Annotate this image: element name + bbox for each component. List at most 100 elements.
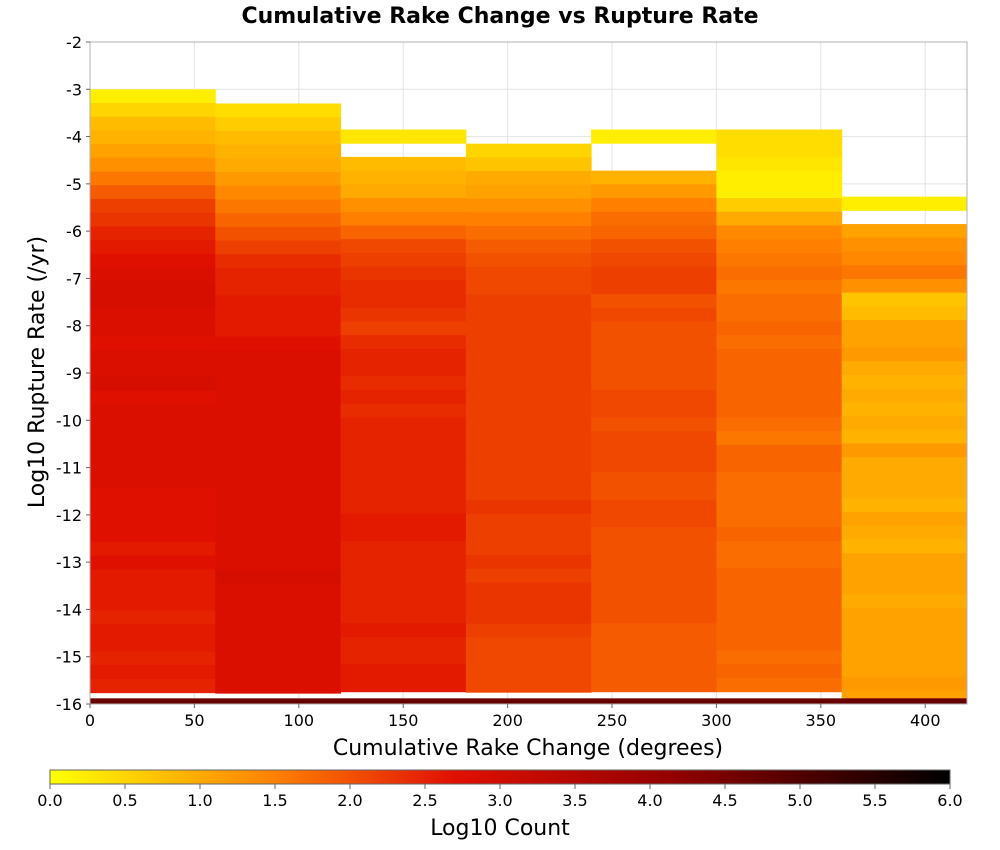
- heatmap-cell: [215, 117, 342, 132]
- heatmap-cell: [90, 582, 216, 598]
- heatmap-cell: [215, 665, 342, 680]
- colorbar-ticks: 0.0 0.5 1.0 1.5 2.0 2.5 3.0 3.5 4.0 4.5 5.0 5.5 6.0: [37, 784, 963, 810]
- heatmap-cell: [591, 211, 717, 226]
- y-tick-label: -16: [56, 695, 82, 714]
- heatmap-cell: [90, 144, 216, 159]
- heatmap-cell: [591, 335, 717, 350]
- heatmap-cell: [591, 239, 717, 254]
- heatmap-cell: [591, 307, 717, 322]
- heatmap-cell: [841, 320, 967, 335]
- heatmap-cell: [340, 582, 467, 597]
- heatmap-cell: [215, 405, 342, 420]
- heatmap-cell: [340, 266, 467, 281]
- heatmap-cell: [340, 335, 467, 350]
- heatmap-cell: [716, 582, 843, 597]
- colorbar-tick-label: 4.0: [637, 791, 662, 810]
- heatmap-cell: [465, 184, 592, 200]
- colorbar-tick-label: 5.5: [862, 791, 887, 810]
- colorbar: [49, 769, 951, 785]
- heatmap-cell: [841, 498, 967, 513]
- heatmap-cell: [465, 637, 592, 652]
- heatmap-cell: [215, 638, 342, 653]
- heatmap-cell: [465, 321, 592, 337]
- heatmap-cell: [340, 252, 467, 268]
- heatmap-cell: [716, 623, 843, 638]
- heatmap-cell: [90, 336, 216, 351]
- heatmap-cell: [340, 376, 467, 391]
- heatmap-cell: [215, 172, 342, 187]
- heatmap-cell: [340, 677, 467, 693]
- x-axis-ticks: 0 50 100 150 200 250 300 350 400: [85, 704, 941, 730]
- heatmap-cell: [591, 266, 717, 281]
- heatmap-cell: [90, 171, 216, 186]
- y-tick-label: -2: [66, 33, 82, 52]
- heatmap-cell: [841, 649, 967, 664]
- heatmap-cell: [716, 650, 843, 665]
- heatmap-cell: [465, 239, 592, 254]
- heatmap-cell: [716, 554, 843, 569]
- heatmap-cell: [465, 596, 592, 611]
- heatmap-cell: [340, 595, 467, 610]
- heatmap-cell: [591, 321, 717, 336]
- heatmap-cell: [465, 568, 592, 583]
- heatmap-cell: [465, 486, 592, 501]
- heatmap-cell: [215, 610, 342, 626]
- heatmap-cell: [90, 89, 216, 104]
- heatmap-cell: [465, 555, 592, 570]
- heatmap-cell: [591, 664, 717, 679]
- heatmap-cell: [841, 361, 967, 376]
- heatmap-cell: [215, 679, 342, 694]
- heatmap-cell: [465, 212, 592, 227]
- heatmap-cell: [465, 376, 592, 391]
- heatmap-cell: [716, 156, 843, 172]
- heatmap-cell: [215, 281, 342, 296]
- heatmap-cell: [215, 336, 342, 351]
- heatmap-cell: [340, 444, 467, 460]
- y-tick-label: -13: [56, 553, 82, 572]
- heatmap-cell: [591, 444, 717, 460]
- heatmap-cell: [465, 527, 592, 542]
- heatmap-cell: [591, 403, 717, 418]
- heatmap-cell: [841, 265, 967, 280]
- heatmap-cell: [591, 362, 717, 377]
- heatmap-cell: [841, 388, 967, 403]
- heatmap-cell: [841, 306, 967, 321]
- heatmap-cell: [716, 527, 843, 542]
- y-tick-label: -6: [66, 222, 82, 241]
- heatmap-cell: [90, 185, 216, 200]
- colorbar-label: Log10 Count: [430, 816, 570, 841]
- heatmap-cell: [591, 225, 717, 240]
- heatmap-cell: [465, 171, 592, 186]
- heatmap-cell: [841, 333, 967, 348]
- heatmap-cell: [340, 280, 467, 295]
- heatmap-cell: [591, 390, 717, 405]
- heatmap-cell: [90, 610, 216, 625]
- heatmap-cell: [340, 239, 467, 254]
- heatmap-cell: [215, 254, 342, 269]
- heatmap-cell: [465, 253, 592, 268]
- heatmap-cell: [340, 499, 467, 514]
- heatmap-cell: [591, 417, 717, 432]
- heatmap-cell: [591, 568, 717, 583]
- heatmap-cell: [340, 307, 467, 322]
- heatmap-cell: [215, 542, 342, 557]
- colorbar-tick-label: 6.0: [937, 791, 962, 810]
- y-tick-label: -8: [66, 317, 82, 336]
- heatmap-cell: [591, 609, 717, 624]
- heatmap-cell: [215, 569, 342, 584]
- x-tick-label: 0: [85, 711, 95, 730]
- heatmap-cell: [716, 390, 843, 405]
- heatmap-cell: [465, 225, 592, 241]
- heatmap-cell: [716, 458, 843, 473]
- heatmap-cell: [90, 377, 216, 392]
- colorbar-tick-label: 4.5: [712, 791, 737, 810]
- heatmap-cell: [215, 185, 342, 200]
- heatmap-cell: [215, 309, 342, 324]
- y-tick-label: -15: [56, 648, 82, 667]
- heatmap-cell: [90, 404, 216, 419]
- heatmap-cell: [716, 211, 843, 226]
- heatmap-cell: [591, 458, 717, 473]
- heatmap-cell: [340, 362, 467, 377]
- colorbar-tick-label: 0.0: [37, 791, 62, 810]
